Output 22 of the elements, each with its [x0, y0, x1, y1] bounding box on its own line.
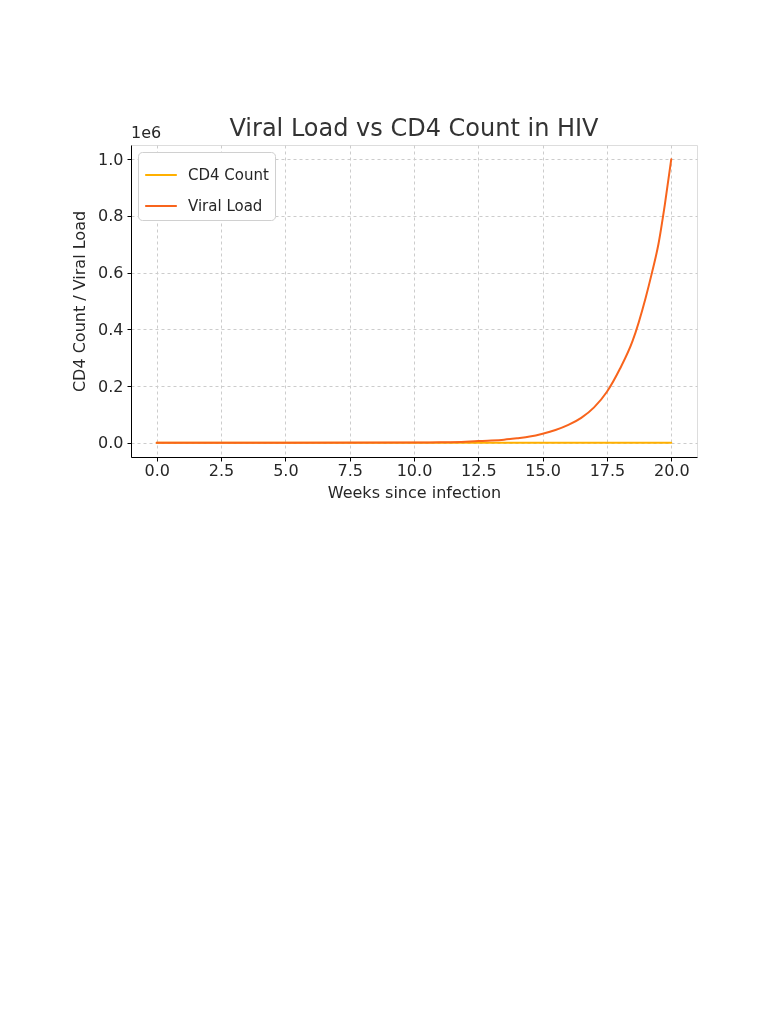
y-tick-label: 0.8 [98, 206, 124, 226]
y-tick-label: 0.6 [98, 263, 124, 283]
x-tick-label: 5.0 [273, 460, 299, 480]
text: 1e6 [131, 123, 162, 142]
x-tick-label: 7.5 [337, 460, 363, 480]
x-tick-label: 20.0 [653, 460, 690, 480]
x-tick-label: 17.5 [589, 460, 626, 480]
x-axis-title: Weeks since infection [327, 482, 502, 502]
y-tick-label: 1.0 [98, 149, 124, 169]
y-axis-title: CD4 Count / Viral Load [70, 210, 90, 393]
y-tick-label: 0.0 [98, 433, 124, 453]
legend-label: CD4 Count [188, 166, 269, 184]
x-tick-label: 12.5 [461, 460, 497, 480]
x-tick-label: 10.0 [396, 460, 433, 480]
chart-title: Viral Load vs CD4 Count in HIV [229, 114, 600, 142]
x-tick-label: 2.5 [208, 460, 235, 480]
legend-label: Viral Load [188, 197, 263, 215]
y-tick-label: 0.2 [98, 376, 124, 396]
line-series [155, 158, 673, 444]
x-tick-label: 15.0 [525, 460, 561, 480]
x-tick-label: 0.0 [144, 460, 170, 480]
y-tick-label: 0.4 [98, 319, 124, 339]
